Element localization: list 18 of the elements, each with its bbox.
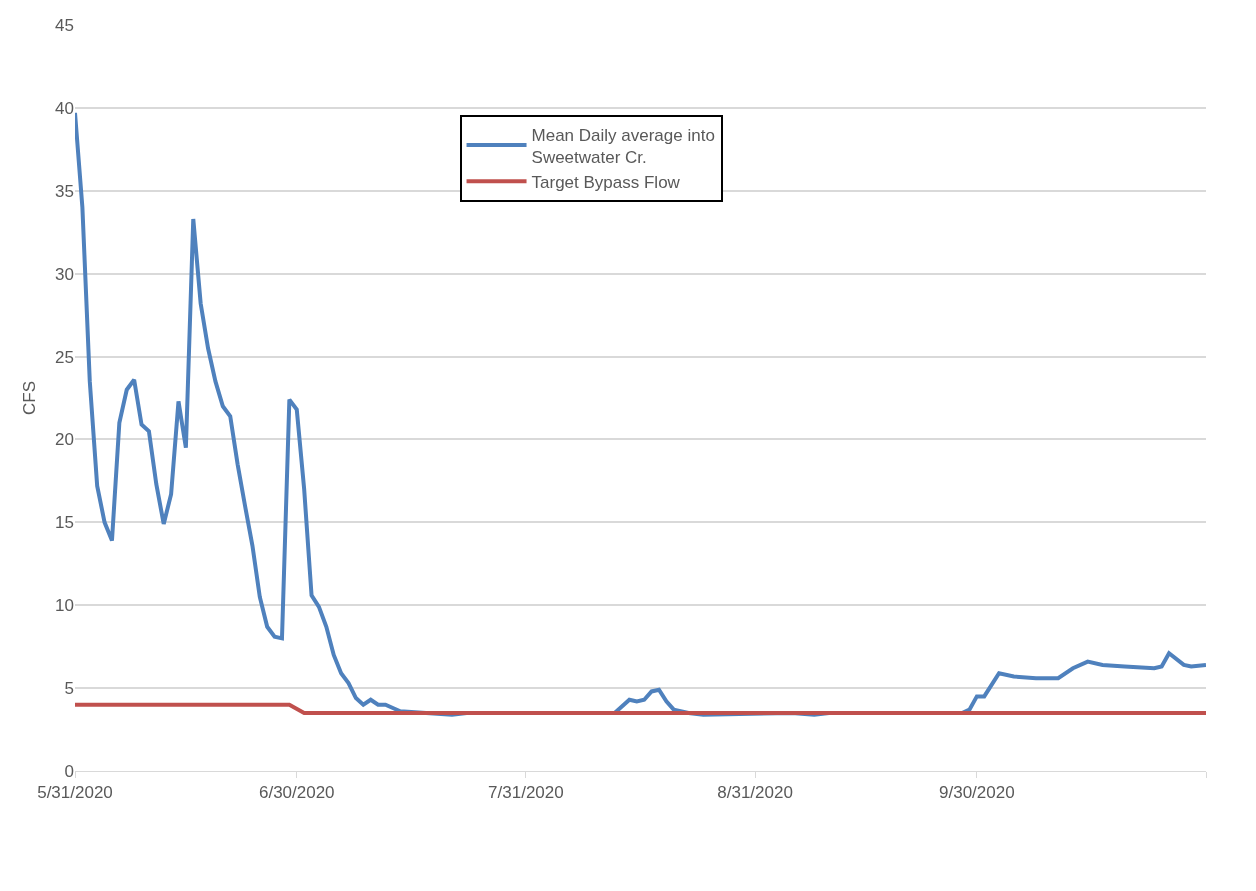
x-tick-label: 9/30/2020: [939, 783, 1015, 803]
x-tick-label: 6/30/2020: [258, 783, 335, 803]
y-tick-label: 35: [55, 181, 74, 201]
y-axis-title: CFS: [19, 381, 39, 415]
x-tick-label: 5/31/2020: [37, 783, 113, 803]
y-tick-label: 40: [55, 98, 74, 118]
legend-label: Mean Daily average into Sweetwater Cr.: [531, 125, 715, 167]
y-tick-label: 15: [55, 513, 74, 533]
y-tick-label: 45: [55, 15, 74, 35]
y-tick-label: 0: [64, 761, 74, 781]
legend-label: Target Bypass Flow: [531, 172, 681, 192]
x-tick-label: 7/31/2020: [488, 783, 564, 803]
y-tick-label: 25: [55, 347, 74, 367]
y-tick-label: 5: [64, 679, 74, 699]
x-tick-label: 8/31/2020: [717, 783, 793, 803]
y-tick-label: 30: [55, 264, 74, 284]
y-tick-label: 20: [55, 430, 74, 450]
y-tick-label: 10: [55, 596, 74, 616]
